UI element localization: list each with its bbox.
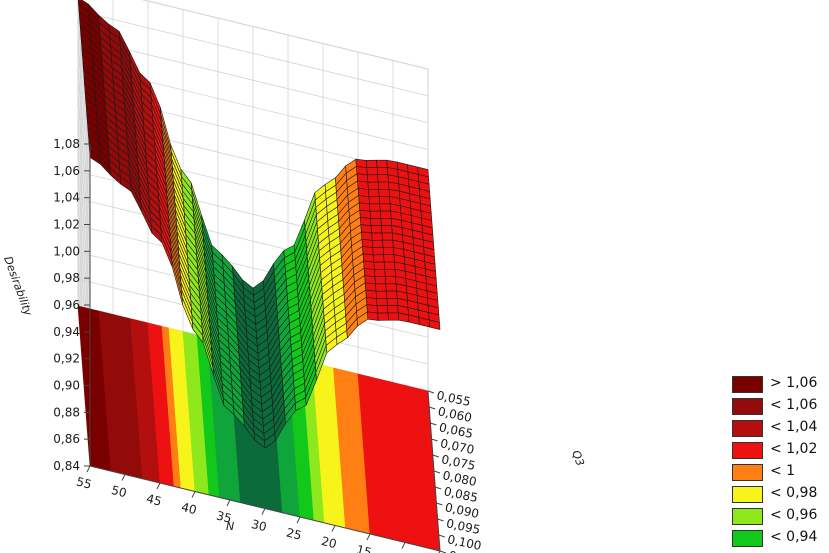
legend-swatch bbox=[732, 530, 763, 547]
surface-mesh bbox=[77, 0, 441, 449]
y-tick-label: 0,100 bbox=[446, 532, 483, 553]
legend-label: < 1,02 bbox=[770, 441, 818, 457]
y-tick-label: 0,105 bbox=[447, 548, 484, 553]
y-tick-label: 0,060 bbox=[437, 404, 474, 425]
z-axis-label: Desirability bbox=[1, 255, 35, 318]
legend-entry: < 1,04 bbox=[732, 418, 829, 440]
x-tick-label: 35 bbox=[215, 508, 233, 525]
legend-swatch bbox=[732, 508, 763, 525]
y-axis-ticks: 0,0550,0600,0650,0700,0750,0800,0850,090… bbox=[427, 388, 484, 553]
y-tick-label: 0,080 bbox=[441, 468, 478, 489]
x-tick-label: 20 bbox=[320, 534, 338, 551]
x-tick-label: 45 bbox=[145, 491, 163, 508]
legend-label: < 0,98 bbox=[770, 485, 818, 501]
legend-swatch bbox=[732, 420, 763, 437]
x-tick-label: 25 bbox=[285, 525, 303, 542]
z-tick-label: 0,92 bbox=[53, 352, 80, 366]
z-tick-label: 1,04 bbox=[53, 191, 80, 205]
legend-entry: < 1,06 bbox=[732, 396, 829, 418]
x-tick-label: 15 bbox=[355, 542, 373, 553]
legend-swatch bbox=[732, 376, 763, 393]
z-tick-label: 0,98 bbox=[53, 271, 80, 285]
legend-entry: > 1,06 bbox=[732, 374, 829, 396]
z-tick-label: 1,02 bbox=[53, 218, 80, 232]
x-tick-label: 10 bbox=[390, 551, 408, 553]
y-tick-label: 0,095 bbox=[445, 516, 482, 537]
legend-entry: < 0,98 bbox=[732, 484, 829, 506]
z-tick-label: 0,96 bbox=[53, 298, 80, 312]
x-axis-ticks: 555045403530252015105 bbox=[75, 465, 441, 553]
legend-swatch bbox=[732, 464, 763, 481]
legend-label: > 1,06 bbox=[770, 375, 818, 391]
y-tick-label: 0,085 bbox=[443, 484, 480, 505]
legend-label: < 0,96 bbox=[770, 507, 818, 523]
z-tick-label: 1,06 bbox=[53, 164, 80, 178]
y-tick-label: 0,075 bbox=[440, 452, 477, 473]
legend-entry: < 1,02 bbox=[732, 440, 829, 462]
z-axis-ticks: 1,08 1,06 1,04 1,02 1,00 0,98 0,96 0,94 0,92 0,90… bbox=[53, 137, 90, 473]
z-tick-label: 0,84 bbox=[53, 459, 80, 473]
x-tick-label: 50 bbox=[110, 483, 128, 500]
legend-swatch bbox=[732, 442, 763, 459]
z-tick-label: 0,90 bbox=[53, 379, 80, 393]
legend-entry: < 0,96 bbox=[732, 506, 829, 528]
y-tick-label: 0,070 bbox=[439, 436, 476, 457]
z-tick-label: 1,08 bbox=[53, 137, 80, 151]
legend-label: < 1,06 bbox=[770, 397, 818, 413]
y-axis-label: Q3 bbox=[569, 449, 587, 468]
y-tick-label: 0,065 bbox=[438, 420, 475, 441]
y-tick-label: 0,090 bbox=[444, 500, 481, 521]
legend-entry: < 0,94 bbox=[732, 528, 829, 550]
z-tick-label: 0,94 bbox=[53, 325, 80, 339]
legend-swatch bbox=[732, 398, 763, 415]
x-axis-label: N bbox=[226, 520, 234, 533]
legend-entry: < 1 bbox=[732, 462, 829, 484]
legend: > 1,06 < 1,06 < 1,04 < 1,02 < 1 < 0,98 < 0,96 <… bbox=[732, 374, 829, 550]
z-tick-label: 0,86 bbox=[53, 432, 80, 446]
x-tick-label: 30 bbox=[250, 517, 268, 534]
legend-label: < 1,04 bbox=[770, 419, 818, 435]
z-tick-label: 0,88 bbox=[53, 405, 80, 419]
x-tick-label: 40 bbox=[180, 500, 198, 517]
x-tick-label: 55 bbox=[75, 474, 93, 491]
legend-label: < 1 bbox=[770, 463, 796, 479]
legend-label: < 0,94 bbox=[770, 529, 818, 545]
y-tick-label: 0,055 bbox=[435, 388, 472, 409]
z-tick-label: 1,00 bbox=[53, 244, 80, 258]
legend-swatch bbox=[732, 486, 763, 503]
